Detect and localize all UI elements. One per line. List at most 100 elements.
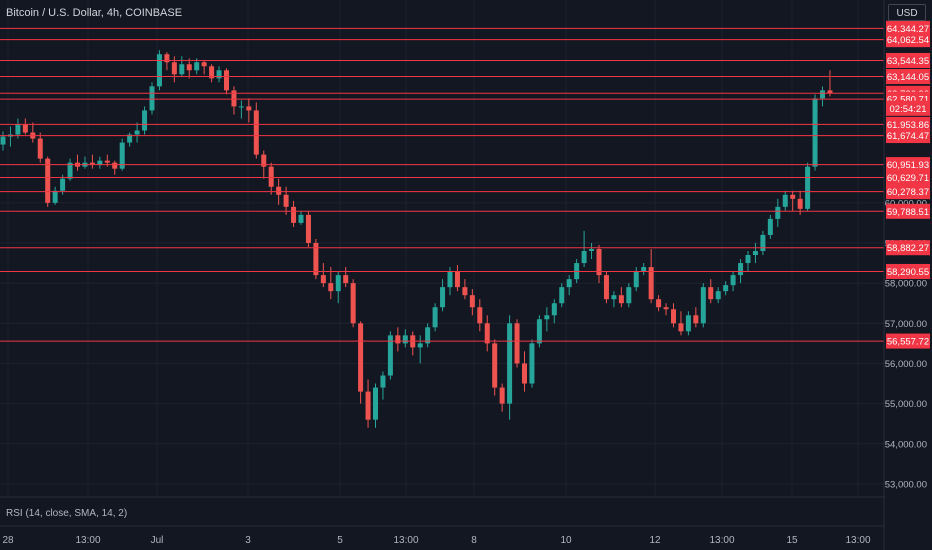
candle-body — [581, 251, 587, 264]
time-tick-label: 13:00 — [75, 535, 100, 546]
candle-body — [156, 54, 162, 87]
candle — [283, 186, 289, 215]
candle-body — [387, 335, 393, 376]
level-price-label-bg — [886, 203, 930, 219]
candle-body — [484, 323, 490, 344]
candle-body — [22, 124, 28, 133]
candle — [551, 299, 557, 324]
price-tick-label: 53,000.00 — [885, 479, 927, 490]
candle — [164, 52, 170, 71]
candle — [641, 263, 647, 276]
candle — [37, 132, 43, 163]
candle — [156, 50, 162, 91]
currency-button[interactable]: USD — [888, 4, 926, 21]
rsi-indicator-label[interactable]: RSI (14, close, SMA, 14, 2) — [6, 508, 128, 519]
candle — [522, 351, 527, 392]
candle — [492, 339, 498, 396]
candle — [291, 200, 297, 227]
candle-body — [812, 98, 818, 167]
candle-body — [693, 315, 699, 324]
time-axis-ticks: 28 13:00 Jul 3 5 13:00 8 10 12 13:00 15 13:00 — [2, 535, 871, 546]
candle — [462, 279, 468, 300]
candle — [335, 271, 341, 304]
candle — [253, 102, 259, 159]
candle — [745, 251, 751, 272]
candle-body — [618, 295, 624, 304]
time-tick-label: Jul — [151, 535, 164, 546]
candle-body — [104, 160, 110, 163]
candle-body — [805, 166, 811, 209]
level-price-label: 61,674.47 — [886, 128, 930, 144]
candle — [425, 323, 431, 348]
candle — [268, 162, 274, 195]
price-tick-label: 58,000.00 — [885, 279, 927, 290]
candle — [305, 210, 311, 247]
candle — [775, 198, 781, 227]
candle — [440, 279, 446, 312]
candle — [7, 126, 13, 147]
candle — [417, 335, 423, 364]
candle-body — [89, 162, 95, 165]
candle-body — [328, 283, 334, 292]
candle-body — [745, 255, 751, 264]
level-price-label-bg — [886, 69, 930, 85]
candle — [626, 283, 632, 308]
candle — [827, 70, 833, 97]
symbol-title[interactable]: Bitcoin / U.S. Dollar, 4h, COINBASE — [6, 7, 183, 19]
candle — [238, 100, 244, 119]
level-price-label-text: 60,629.71 — [887, 173, 929, 184]
candle — [97, 156, 103, 169]
candle — [589, 242, 595, 260]
level-price-label-bg — [886, 184, 930, 200]
candle-body — [45, 158, 51, 203]
candle-body — [291, 206, 297, 223]
candle-body — [246, 106, 252, 111]
candle-body — [454, 271, 460, 288]
level-price-label-text: 60,951.93 — [887, 160, 929, 171]
level-price-label: 64,344.27 — [886, 20, 930, 36]
candles — [0, 50, 833, 428]
time-tick-label: 13:00 — [709, 535, 734, 546]
candle — [52, 186, 58, 205]
time-tick-label: 3 — [245, 535, 251, 546]
candle-body — [663, 307, 669, 310]
candle-body — [194, 62, 200, 71]
level-price-label-text: 60,278.37 — [887, 187, 929, 198]
candle-body — [685, 315, 691, 332]
price-tick-label: 57,000.00 — [885, 319, 927, 330]
candle-body — [313, 242, 319, 276]
time-tick-label: 8 — [471, 535, 477, 546]
candle-body — [67, 162, 73, 179]
candle-body — [305, 214, 311, 243]
candle-body — [827, 90, 833, 94]
candle-body — [253, 110, 259, 155]
level-price-label-bg — [886, 170, 930, 186]
candle — [685, 311, 691, 336]
level-price-label-bg — [886, 128, 930, 144]
level-price-label-bg — [886, 32, 930, 48]
candle-body — [715, 291, 721, 300]
candle — [119, 138, 125, 171]
candle-body — [402, 335, 408, 344]
candle — [0, 131, 6, 151]
candle — [663, 303, 669, 316]
candle-body — [440, 287, 446, 308]
candle — [246, 98, 252, 123]
level-price-label-text: 62,580.71 — [887, 95, 929, 106]
candle — [186, 58, 192, 79]
candle-body — [209, 66, 215, 79]
level-price-label: 59,788.51 — [886, 203, 930, 219]
candle-body — [544, 315, 550, 320]
time-tick-label: 15 — [786, 535, 798, 546]
candle — [373, 383, 378, 428]
candle — [216, 66, 222, 83]
candle-body — [425, 327, 431, 344]
candle-body — [365, 391, 371, 420]
level-price-label-text: 58,290.55 — [887, 267, 929, 278]
candle — [767, 214, 773, 239]
horizontal-levels[interactable] — [0, 27, 884, 342]
candle — [350, 279, 356, 328]
candle — [179, 56, 185, 77]
candle — [358, 321, 364, 404]
